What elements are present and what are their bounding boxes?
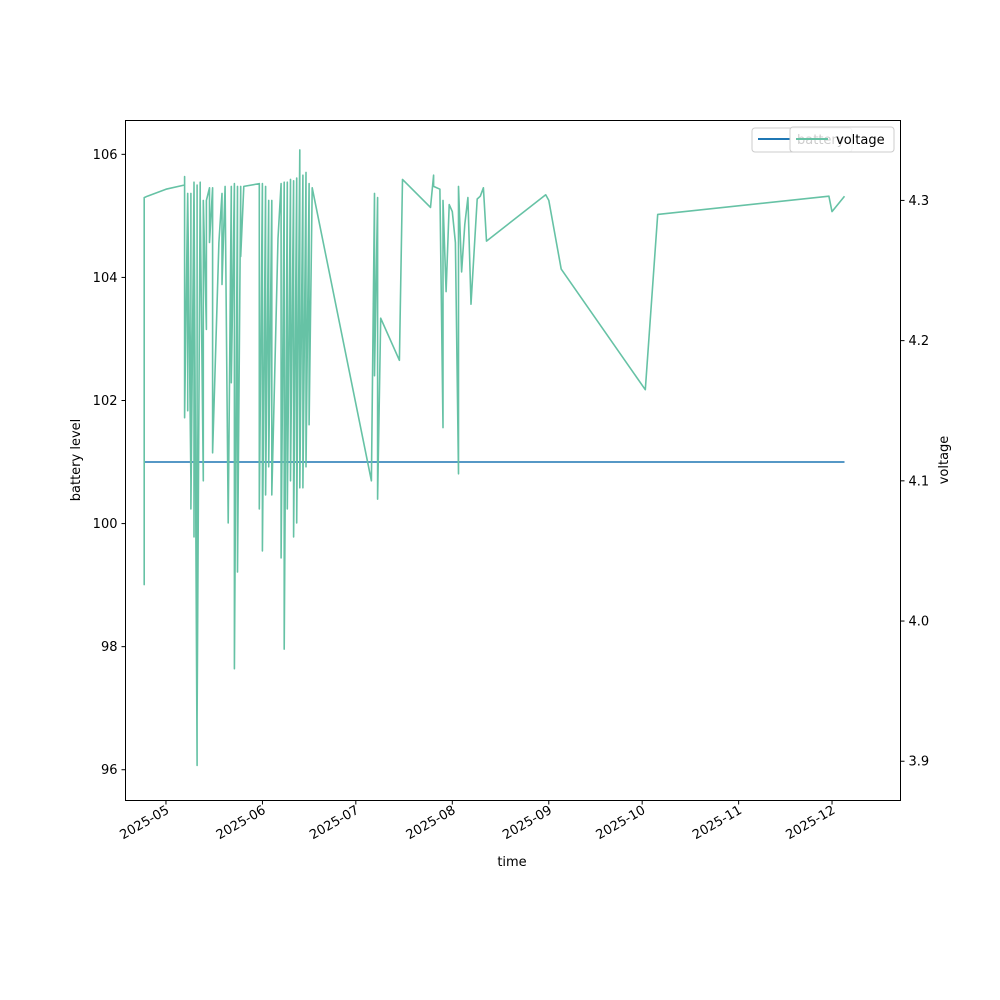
y-left-tick-label: 96 (101, 763, 118, 778)
x-tick-label: 2025-09 (500, 803, 555, 843)
x-axis-label: time (497, 855, 526, 870)
y-right-tick-label: 4.0 (909, 615, 930, 630)
y-right-tick-label: 4.1 (909, 474, 930, 489)
y-right-tick-label: 3.9 (909, 755, 930, 770)
x-tick-label: 2025-07 (307, 803, 362, 843)
series-layer (143, 149, 846, 767)
plot-frame (125, 120, 901, 801)
y-left-tick-label: 104 (93, 271, 118, 286)
y-left-tick-label: 106 (93, 148, 118, 163)
y-left-tick-label: 102 (93, 394, 118, 409)
x-tick-label: 2025-10 (594, 803, 649, 843)
legend-voltage: voltage (789, 126, 895, 153)
x-tick-label: 2025-06 (214, 803, 269, 843)
x-tick-label: 2025-08 (404, 803, 459, 843)
legend-voltage-box (789, 126, 895, 153)
x-tick-label: 2025-05 (117, 803, 172, 843)
y-left-tick-label: 100 (93, 517, 118, 532)
x-tick-label: 2025-12 (783, 803, 838, 843)
series-line-voltage (143, 149, 846, 767)
y-left-tick-label: 98 (101, 640, 118, 655)
y-right-tick-label: 4.2 (909, 334, 930, 349)
y-right-tick-label: 4.3 (909, 194, 930, 209)
y-axis-left-label: battery level (69, 419, 84, 502)
y-axis-right-label: voltage (937, 436, 952, 485)
legend-voltage-label: voltage (836, 133, 885, 148)
x-tick-label: 2025-11 (690, 803, 745, 843)
